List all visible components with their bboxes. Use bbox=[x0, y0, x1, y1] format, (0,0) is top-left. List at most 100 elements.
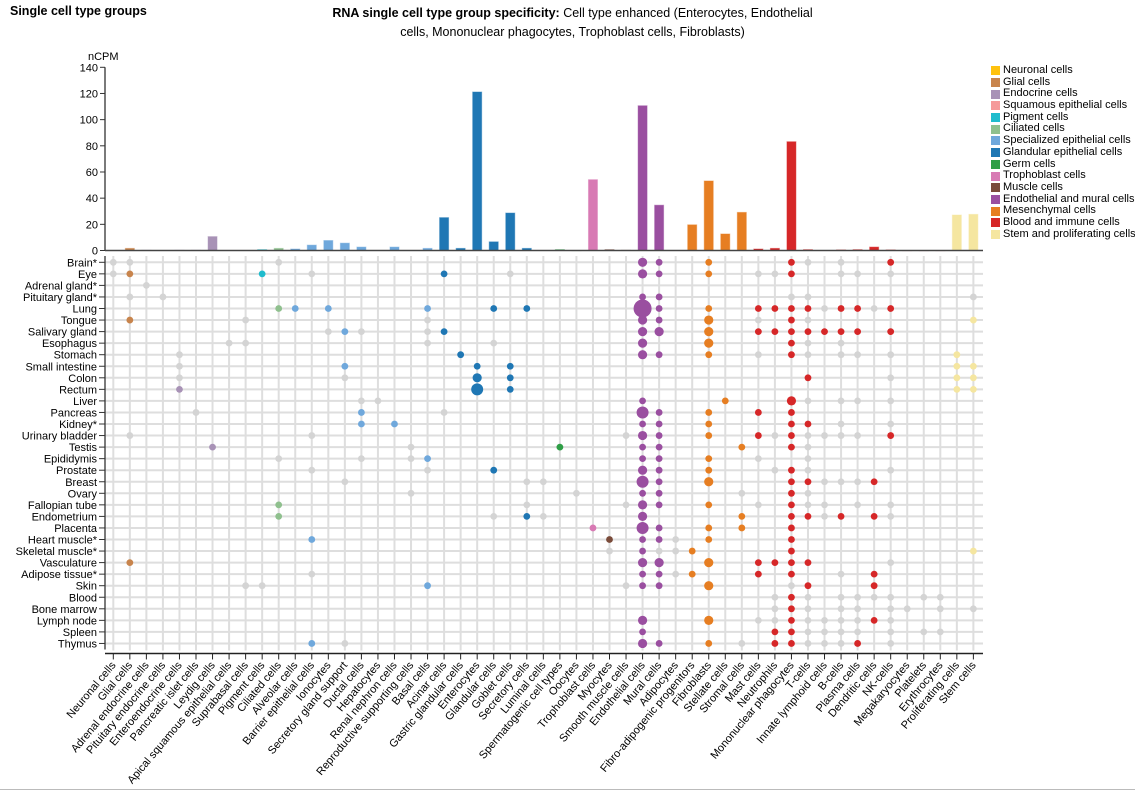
expression-dot[interactable] bbox=[754, 305, 762, 312]
expression-dot[interactable] bbox=[424, 316, 431, 324]
expression-dot[interactable] bbox=[275, 501, 283, 509]
expression-dot[interactable] bbox=[854, 397, 861, 405]
expression-dot[interactable] bbox=[821, 305, 828, 312]
expression-dot[interactable] bbox=[457, 351, 465, 359]
expression-dot[interactable] bbox=[920, 593, 928, 601]
expression-dot[interactable] bbox=[953, 362, 961, 370]
expression-dot[interactable] bbox=[424, 455, 431, 463]
expression-dot[interactable] bbox=[622, 432, 630, 439]
expression-dot[interactable] bbox=[804, 258, 812, 266]
expression-dot[interactable] bbox=[655, 443, 663, 451]
expression-dot[interactable] bbox=[821, 501, 828, 509]
expression-dot[interactable] bbox=[637, 638, 648, 649]
expression-dot[interactable] bbox=[936, 605, 944, 613]
expression-dot[interactable] bbox=[705, 420, 713, 428]
expression-dot[interactable] bbox=[788, 582, 795, 590]
expression-dot[interactable] bbox=[837, 305, 845, 312]
expression-dot[interactable] bbox=[804, 628, 812, 636]
legend-item[interactable]: Specialized epithelial cells bbox=[991, 134, 1135, 147]
expression-dot[interactable] bbox=[870, 582, 878, 590]
expression-dot[interactable] bbox=[424, 305, 431, 312]
expression-dot[interactable] bbox=[655, 489, 663, 497]
expression-dot[interactable] bbox=[788, 258, 795, 266]
expression-dot[interactable] bbox=[887, 605, 895, 613]
expression-dot[interactable] bbox=[308, 432, 316, 439]
expression-dot[interactable] bbox=[969, 374, 977, 382]
expression-dot[interactable] bbox=[721, 397, 729, 405]
expression-dot[interactable] bbox=[788, 316, 795, 324]
expression-dot[interactable] bbox=[655, 316, 663, 324]
expression-dot[interactable] bbox=[688, 570, 696, 578]
expression-dot[interactable] bbox=[821, 628, 828, 636]
expression-dot[interactable] bbox=[639, 420, 646, 428]
expression-dot[interactable] bbox=[523, 478, 531, 486]
expression-dot[interactable] bbox=[754, 501, 762, 509]
expression-dot[interactable] bbox=[804, 316, 812, 324]
expression-dot[interactable] bbox=[821, 513, 828, 520]
expression-dot[interactable] bbox=[887, 616, 895, 624]
expression-dot[interactable] bbox=[887, 513, 895, 520]
expression-dot[interactable] bbox=[275, 305, 283, 312]
expression-dot[interactable] bbox=[920, 628, 928, 636]
expression-dot[interactable] bbox=[705, 501, 713, 509]
expression-dot[interactable] bbox=[821, 640, 828, 647]
expression-dot[interactable] bbox=[705, 640, 713, 647]
legend-item[interactable]: Mesenchymal cells bbox=[991, 205, 1135, 217]
expression-dot[interactable] bbox=[969, 547, 977, 555]
expression-dot[interactable] bbox=[275, 513, 283, 520]
expression-dot[interactable] bbox=[242, 582, 250, 590]
expression-dot[interactable] bbox=[788, 605, 795, 613]
expression-dot[interactable] bbox=[705, 536, 713, 543]
expression-dot[interactable] bbox=[887, 466, 895, 474]
expression-dot[interactable] bbox=[654, 558, 664, 568]
expression-dot[interactable] bbox=[424, 339, 431, 347]
expression-dot[interactable] bbox=[539, 513, 547, 520]
expression-dot[interactable] bbox=[854, 628, 861, 636]
expression-dot[interactable] bbox=[655, 420, 663, 428]
expression-dot[interactable] bbox=[688, 547, 696, 555]
expression-dot[interactable] bbox=[637, 257, 648, 267]
expression-dot[interactable] bbox=[192, 409, 200, 416]
expression-dot[interactable] bbox=[655, 270, 663, 278]
expression-dot[interactable] bbox=[639, 293, 646, 301]
expression-dot[interactable] bbox=[637, 500, 648, 510]
expression-dot[interactable] bbox=[126, 559, 134, 566]
expression-dot[interactable] bbox=[606, 536, 613, 543]
expression-dot[interactable] bbox=[771, 559, 779, 566]
expression-dot[interactable] bbox=[804, 293, 812, 301]
expression-dot[interactable] bbox=[754, 351, 762, 359]
expression-dot[interactable] bbox=[407, 489, 415, 497]
expression-dot[interactable] bbox=[705, 258, 713, 266]
expression-dot[interactable] bbox=[655, 582, 663, 590]
legend-item[interactable]: Squamous epithelial cells bbox=[991, 99, 1135, 112]
expression-dot[interactable] bbox=[704, 477, 714, 487]
expression-dot[interactable] bbox=[837, 270, 845, 278]
expression-dot[interactable] bbox=[771, 593, 779, 601]
expression-dot[interactable] bbox=[637, 465, 648, 475]
expression-dot[interactable] bbox=[523, 501, 531, 509]
expression-dot[interactable] bbox=[209, 443, 216, 451]
expression-dot[interactable] bbox=[639, 455, 646, 463]
expression-dot[interactable] bbox=[887, 374, 895, 382]
expression-dot[interactable] bbox=[837, 478, 845, 486]
expression-dot[interactable] bbox=[969, 605, 977, 613]
expression-dot[interactable] bbox=[705, 455, 713, 463]
expression-dot[interactable] bbox=[637, 269, 648, 279]
expression-dot[interactable] bbox=[341, 640, 349, 647]
expression-dot[interactable] bbox=[771, 605, 779, 613]
expression-dot[interactable] bbox=[788, 513, 795, 520]
expression-dot[interactable] bbox=[754, 409, 762, 416]
expression-dot[interactable] bbox=[887, 420, 895, 428]
legend-item[interactable]: Blood and immune cells bbox=[991, 216, 1135, 229]
expression-dot[interactable] bbox=[887, 351, 895, 359]
expression-dot[interactable] bbox=[637, 558, 648, 568]
expression-dot[interactable] bbox=[804, 443, 812, 451]
expression-dot[interactable] bbox=[837, 593, 845, 601]
expression-dot[interactable] bbox=[837, 628, 845, 636]
expression-dot[interactable] bbox=[788, 628, 795, 636]
expression-dot[interactable] bbox=[655, 455, 663, 463]
expression-dot[interactable] bbox=[391, 420, 398, 428]
expression-dot[interactable] bbox=[490, 339, 498, 347]
expression-dot[interactable] bbox=[788, 339, 795, 347]
expression-dot[interactable] bbox=[490, 466, 498, 474]
